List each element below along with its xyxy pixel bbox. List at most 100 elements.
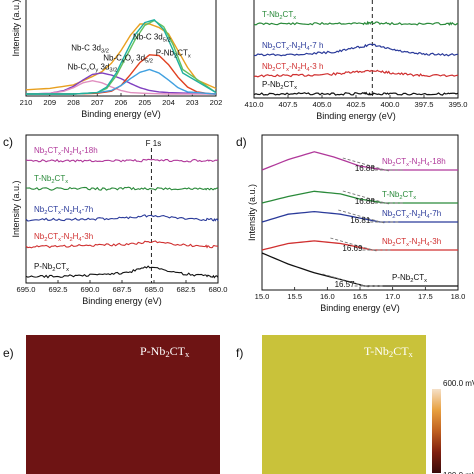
annotation: Nb-C 3d3/2: [71, 44, 109, 55]
x-axis-label: Binding energy (eV): [82, 296, 162, 306]
map-title: T-Nb2CTx: [364, 344, 414, 359]
series-line: [25, 186, 219, 191]
series-label: T-Nb2CTx: [34, 174, 68, 185]
series-line: [253, 43, 459, 57]
cutoff-label: 16.81: [350, 216, 371, 225]
series-line: [26, 19, 217, 95]
panel-label: c): [3, 135, 13, 149]
series-label: Nb2CTx-N2H4-7 h: [262, 41, 323, 52]
potential-map: [262, 335, 426, 474]
series-line: [25, 240, 219, 249]
series-line: [25, 158, 219, 163]
cutoff-label: 16.69: [342, 244, 363, 253]
colorbar-max-label: 600.0 mV: [443, 379, 474, 388]
y-axis-label: Intensity (a.u.): [247, 184, 257, 241]
annotation: Nb-C 3d5/2: [133, 32, 171, 43]
series-line: [261, 190, 458, 204]
x-tick-label: 209: [43, 98, 56, 107]
x-tick-label: 17.5: [418, 292, 433, 301]
tangent-line: [342, 190, 389, 205]
panel-d: 15.0 15.5 16.0 16.5 17.0 17.5 18.0 Binding ener…: [236, 134, 466, 313]
series-line: [25, 79, 216, 95]
x-tick-label: 395.0: [448, 100, 467, 109]
tangent-line: [330, 237, 377, 252]
x-tick-label: 204: [162, 98, 175, 107]
panel-label: e): [3, 346, 14, 360]
series-line: [261, 210, 458, 223]
x-tick-label: 15.0: [255, 292, 270, 301]
cutoff-label: 16.57: [335, 280, 356, 289]
y-axis-label: Intensity (a.u.): [11, 0, 21, 57]
series-line: [253, 69, 459, 78]
y-axis-label: Intensity (a.u.): [11, 180, 21, 237]
x-tick-label: 202: [210, 98, 223, 107]
x-tick-label: 695.0: [16, 285, 35, 294]
panel-label: f): [236, 346, 243, 360]
annotation: F 1s: [146, 139, 162, 148]
panel-a: 210 209 208 207 206 205 204 203 202 Binding energ…: [11, 0, 222, 119]
cutoff-label: 16.88: [355, 164, 376, 173]
series-label: Nb2CTx-N2H4-3h: [382, 237, 441, 248]
series-label: Nb2CTx-N2H4-18h: [382, 157, 446, 168]
series-line: [253, 20, 459, 27]
series-label: T-Nb2CTx: [262, 10, 296, 21]
panel-b: 410.0 407.5 405.0 402.5 400.0 397.5 395.0 Bindi…: [244, 0, 468, 121]
x-tick-label: 397.5: [414, 100, 433, 109]
series-label: Nb2CTx-N2H4-3 h: [262, 62, 323, 73]
x-tick-label: 682.5: [176, 285, 195, 294]
series-label: P-Nb2CTx: [392, 273, 427, 284]
x-tick-label: 685.0: [144, 285, 163, 294]
cutoff-label: 16.88: [355, 197, 376, 206]
x-tick-label: 203: [186, 98, 199, 107]
series-label: Nb2CTx-N2H4-7h: [382, 209, 441, 220]
x-tick-label: 405.0: [312, 100, 331, 109]
x-tick-label: 690.0: [80, 285, 99, 294]
x-axis-label: Binding energy (eV): [81, 109, 161, 119]
panel-f: f) T-Nb2CTx 600.0 mV 100.0 mV: [236, 335, 474, 474]
series-line: [25, 214, 219, 222]
map-title: P-Nb2CTx: [140, 344, 190, 359]
tangent-line: [342, 157, 389, 172]
x-tick-label: 402.5: [346, 100, 365, 109]
tangent-line: [322, 273, 369, 288]
x-tick-label: 206: [115, 98, 128, 107]
series-line: [253, 91, 459, 97]
x-tick-label: 687.5: [112, 285, 131, 294]
annotation: Nb-CxOy 3d5/2: [103, 53, 153, 64]
series-label: P-Nb2CTx: [34, 262, 69, 273]
series-line: [25, 265, 219, 279]
annotation: Nb-CxOy 3d3/2: [68, 63, 118, 74]
series-label: Nb2CTx-N2H4-3h: [34, 232, 93, 243]
x-tick-label: 16.0: [320, 292, 335, 301]
potential-map: [26, 335, 220, 474]
x-tick-label: 680.0: [208, 285, 227, 294]
x-tick-label: 18.0: [451, 292, 466, 301]
x-tick-label: 207: [91, 98, 104, 107]
x-tick-label: 15.5: [287, 292, 302, 301]
panel-c: 695.0 692.5 690.0 687.5 685.0 682.5 680.0 Bindi…: [3, 134, 228, 306]
x-tick-label: 692.5: [48, 285, 67, 294]
x-axis-label: Binding energy (eV): [316, 111, 396, 121]
series-label: T-Nb2CTx: [382, 190, 416, 201]
panel-e: e) P-Nb2CTx: [3, 335, 220, 474]
tangent-line: [338, 209, 385, 224]
panel-label: d): [236, 135, 247, 149]
series-line: [261, 252, 458, 287]
series-label: Nb2CTx-N2H4-18h: [34, 146, 98, 157]
x-tick-label: 407.5: [278, 100, 297, 109]
series-line: [261, 151, 458, 171]
colorbar-min-label: 100.0 mV: [443, 471, 474, 474]
colorbar: [432, 389, 441, 473]
annotation: P-Nb2CTx: [156, 49, 191, 60]
x-tick-label: 17.0: [385, 292, 400, 301]
series-line: [261, 240, 458, 251]
series-label: Nb2CTx-N2H4-7h: [34, 205, 93, 216]
x-tick-label: 410.0: [244, 100, 263, 109]
x-tick-label: 210: [20, 98, 33, 107]
x-tick-label: 205: [138, 98, 151, 107]
x-tick-label: 400.0: [380, 100, 399, 109]
series-label: P-Nb2CTx: [262, 80, 297, 91]
x-tick-label: 16.5: [353, 292, 368, 301]
x-axis-label: Binding energy (eV): [320, 303, 400, 313]
